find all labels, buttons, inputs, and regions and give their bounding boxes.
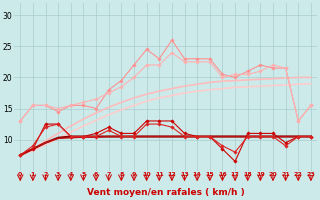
X-axis label: Vent moyen/en rafales ( km/h ): Vent moyen/en rafales ( km/h ) (87, 188, 244, 197)
